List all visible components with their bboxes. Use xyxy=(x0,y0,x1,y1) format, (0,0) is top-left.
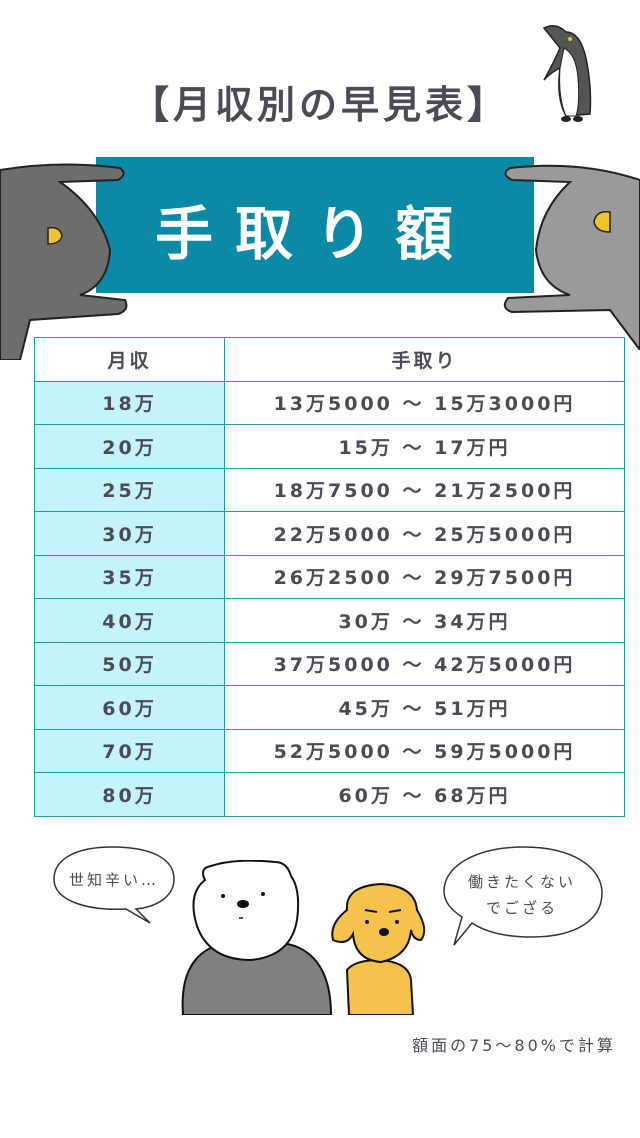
takehome-cell: 26万2500 ～ 29万7500円 xyxy=(224,554,625,599)
table-row: 70万 52万5000 ～ 59万5000円 xyxy=(34,728,625,773)
takehome-cell: 60万 ～ 68万円 xyxy=(224,772,625,817)
table-row: 80万 60万 ～ 68万円 xyxy=(34,772,625,817)
monthly-income-cell: 80万 xyxy=(34,772,225,817)
takehome-cell: 45万 ～ 51万円 xyxy=(224,685,625,730)
table-row: 30万 22万5000 ～ 25万5000円 xyxy=(34,511,625,556)
monthly-income-cell: 20万 xyxy=(34,424,225,469)
banner-text: 手取り額 xyxy=(154,200,475,268)
takehome-cell: 13万5000 ～ 15万3000円 xyxy=(224,380,625,425)
column-header-takehome: 手取り xyxy=(224,337,625,382)
takehome-cell: 15万 ～ 17万円 xyxy=(224,424,625,469)
takehome-cell: 37万5000 ～ 42万5000円 xyxy=(224,641,625,686)
monthly-income-cell: 30万 xyxy=(34,511,225,556)
dog-speech-bubble: 働きたくない でござる xyxy=(442,845,603,950)
table-header-row: 月収 手取り xyxy=(34,337,625,382)
monthly-income-cell: 25万 xyxy=(34,467,225,512)
monthly-income-cell: 18万 xyxy=(34,380,225,425)
table-row: 40万 30万 ～ 34万円 xyxy=(34,598,625,643)
right-penguin-flippers xyxy=(503,164,640,350)
table-row: 50万 37万5000 ～ 42万5000円 xyxy=(34,641,625,686)
takehome-cell: 18万7500 ～ 21万2500円 xyxy=(224,467,625,512)
bear-speech-bubble: 世知辛い… xyxy=(52,845,176,924)
dog-illustration xyxy=(331,882,426,1015)
table-row: 35万 26万2500 ～ 29万7500円 xyxy=(34,554,625,599)
left-penguin-flippers xyxy=(0,163,128,360)
bear-speech-text: 世知辛い… xyxy=(68,871,159,889)
penguin-illustration xyxy=(542,25,592,122)
takehome-cell: 22万5000 ～ 25万5000円 xyxy=(224,511,625,556)
takehome-cell: 52万5000 ～ 59万5000円 xyxy=(224,728,625,773)
table-row: 60万 45万 ～ 51万円 xyxy=(34,685,625,730)
table-row: 20万 15万 ～ 17万円 xyxy=(34,424,625,469)
dog-speech-line1: 働きたくない xyxy=(467,873,576,891)
takehome-cell: 30万 ～ 34万円 xyxy=(224,598,625,643)
title-banner xyxy=(96,157,534,293)
monthly-income-cell: 40万 xyxy=(34,598,225,643)
page-title: 【月収別の早見表】 xyxy=(130,83,509,127)
takehome-table: 月収 手取り 18万 13万5000 ～ 15万3000円 20万 15万 ～ 17万… xyxy=(34,337,625,817)
table-row: 25万 18万7500 ～ 21万2500円 xyxy=(34,467,625,512)
bear-illustration xyxy=(181,860,333,1015)
monthly-income-cell: 50万 xyxy=(34,641,225,686)
column-header-monthly-income: 月収 xyxy=(34,337,225,382)
monthly-income-cell: 35万 xyxy=(34,554,225,599)
dog-speech-line2: でござる xyxy=(485,899,558,917)
monthly-income-cell: 60万 xyxy=(34,685,225,730)
monthly-income-cell: 70万 xyxy=(34,728,225,773)
calculation-footnote: 額面の75～80%で計算 xyxy=(412,1036,616,1055)
table-row: 18万 13万5000 ～ 15万3000円 xyxy=(34,380,625,425)
